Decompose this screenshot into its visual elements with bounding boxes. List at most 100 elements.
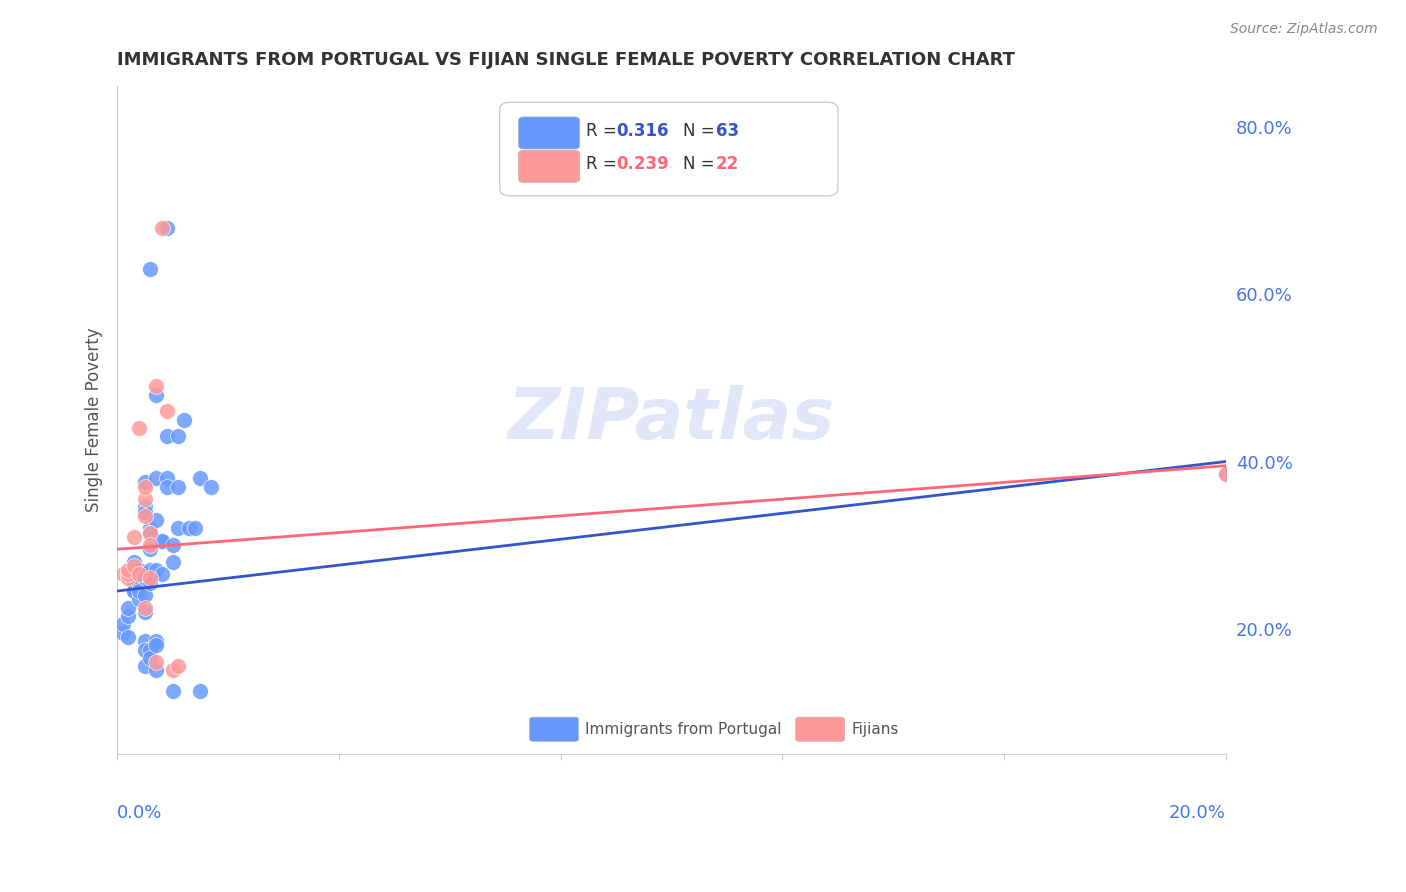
Point xyxy=(128,567,150,582)
Point xyxy=(139,572,162,586)
Text: Source: ZipAtlas.com: Source: ZipAtlas.com xyxy=(1230,22,1378,37)
Point xyxy=(145,379,167,393)
Text: 0.316: 0.316 xyxy=(616,122,669,140)
Point xyxy=(1215,467,1237,481)
Point xyxy=(179,521,201,535)
Point xyxy=(145,471,167,485)
Point xyxy=(156,479,179,493)
Point xyxy=(134,508,156,523)
Point xyxy=(162,684,184,698)
Point xyxy=(139,651,162,665)
Point xyxy=(162,555,184,569)
Point xyxy=(134,567,156,582)
Text: Fijians: Fijians xyxy=(851,722,898,737)
Point xyxy=(134,588,156,602)
Point xyxy=(122,567,145,582)
Text: 0.239: 0.239 xyxy=(616,155,669,173)
Point xyxy=(145,634,167,648)
Point xyxy=(162,538,184,552)
Point xyxy=(145,387,167,401)
Point xyxy=(128,567,150,582)
Point xyxy=(134,505,156,519)
Point xyxy=(134,642,156,657)
Point xyxy=(156,471,179,485)
Point xyxy=(1215,467,1237,481)
Point xyxy=(167,659,190,673)
Point xyxy=(134,605,156,619)
Text: ZIPatlas: ZIPatlas xyxy=(508,385,835,454)
Point xyxy=(134,634,156,648)
Text: Immigrants from Portugal: Immigrants from Portugal xyxy=(585,722,782,737)
Point xyxy=(173,413,195,427)
Point xyxy=(117,600,139,615)
Text: 20.0%: 20.0% xyxy=(1170,804,1226,822)
Text: 22: 22 xyxy=(716,155,740,173)
Point xyxy=(150,220,173,235)
Point xyxy=(145,563,167,577)
Text: R =: R = xyxy=(586,122,623,140)
Point xyxy=(184,521,207,535)
Point xyxy=(128,584,150,599)
Text: R =: R = xyxy=(586,155,623,173)
Point xyxy=(122,530,145,544)
Y-axis label: Single Female Poverty: Single Female Poverty xyxy=(86,327,103,512)
Point xyxy=(167,479,190,493)
Point xyxy=(156,220,179,235)
Text: N =: N = xyxy=(683,155,720,173)
FancyBboxPatch shape xyxy=(796,717,845,741)
Text: N =: N = xyxy=(683,122,720,140)
Point xyxy=(122,563,145,577)
Text: 0.0%: 0.0% xyxy=(117,804,163,822)
Point xyxy=(111,617,134,632)
FancyBboxPatch shape xyxy=(530,717,578,741)
Point xyxy=(122,563,145,577)
Point xyxy=(134,572,156,586)
Point xyxy=(139,642,162,657)
Point xyxy=(188,471,211,485)
FancyBboxPatch shape xyxy=(519,151,579,183)
Point xyxy=(139,563,162,577)
Point xyxy=(139,262,162,277)
Point xyxy=(128,575,150,590)
Point xyxy=(134,500,156,515)
Point xyxy=(145,638,167,652)
Point xyxy=(139,575,162,590)
Point xyxy=(134,492,156,507)
FancyBboxPatch shape xyxy=(499,103,838,196)
Point xyxy=(122,555,145,569)
Point xyxy=(128,592,150,607)
Point xyxy=(122,584,145,599)
Point xyxy=(128,421,150,435)
Point xyxy=(117,563,139,577)
Point xyxy=(156,429,179,443)
Point xyxy=(139,542,162,557)
Point xyxy=(128,575,150,590)
Point xyxy=(150,567,173,582)
Point xyxy=(145,664,167,678)
Point xyxy=(188,684,211,698)
FancyBboxPatch shape xyxy=(519,117,579,149)
Point xyxy=(134,479,156,493)
Point xyxy=(122,558,145,573)
Point xyxy=(200,479,222,493)
Point xyxy=(145,655,167,669)
Point xyxy=(117,572,139,586)
Point xyxy=(167,521,190,535)
Point xyxy=(122,575,145,590)
Point xyxy=(167,429,190,443)
Point xyxy=(117,567,139,582)
Point xyxy=(139,525,162,540)
Point xyxy=(156,404,179,418)
Point xyxy=(122,584,145,599)
Point xyxy=(111,625,134,640)
Point xyxy=(134,659,156,673)
Point xyxy=(128,563,150,577)
Text: IMMIGRANTS FROM PORTUGAL VS FIJIAN SINGLE FEMALE POVERTY CORRELATION CHART: IMMIGRANTS FROM PORTUGAL VS FIJIAN SINGL… xyxy=(117,51,1015,69)
Point xyxy=(134,475,156,490)
Text: 63: 63 xyxy=(716,122,740,140)
Point xyxy=(139,521,162,535)
Point xyxy=(145,513,167,527)
Point xyxy=(150,533,173,548)
Point xyxy=(139,525,162,540)
Point xyxy=(139,538,162,552)
